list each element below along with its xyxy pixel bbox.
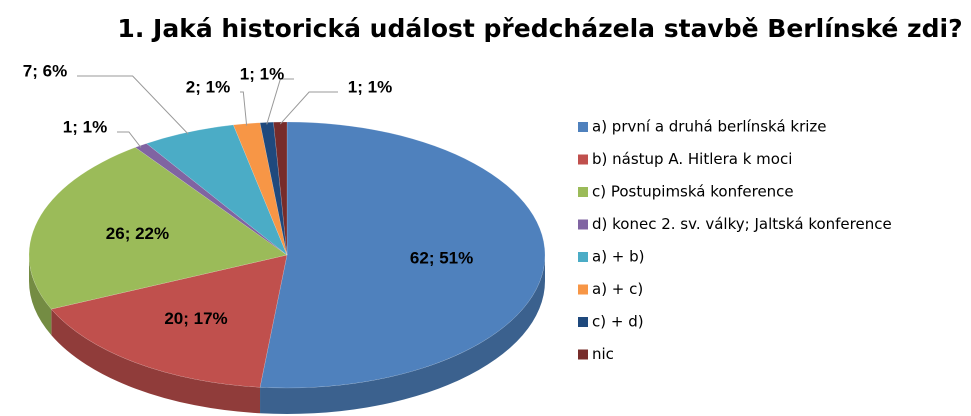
slice (50, 254, 288, 388)
legend-label: c) Postupimská konference (592, 183, 794, 201)
leader-line (240, 91, 248, 126)
legend-label: d) konec 2. sv. války; Jaltská konferenc… (592, 215, 892, 233)
legend-swatch (578, 219, 588, 230)
legend-swatch (578, 122, 588, 132)
leader-line (117, 131, 142, 148)
leader-line (279, 91, 338, 125)
slice (134, 143, 288, 256)
data-label: 2; 1% (186, 77, 230, 96)
slice (259, 121, 546, 389)
data-label: 1; 1% (348, 77, 392, 96)
data-label: 1; 1% (240, 64, 284, 83)
legend-swatch (578, 252, 588, 262)
legend-label: nic (592, 345, 614, 363)
chart-title: 1. Jaká historická událost předcházela s… (117, 14, 962, 43)
slice-side (29, 255, 52, 336)
legend-swatch (578, 317, 588, 327)
data-label: 62; 51% (410, 249, 473, 268)
legend-label: a) + b) (592, 248, 645, 266)
slice (273, 121, 288, 256)
legend-swatch (578, 187, 588, 197)
slice-side (260, 255, 545, 415)
leader-line (77, 75, 189, 135)
slice (145, 124, 288, 256)
legend-swatch (578, 349, 588, 360)
slice (259, 121, 288, 256)
legend-label: c) + d) (592, 313, 644, 331)
legend-label: a) první a druhá berlínská krize (592, 118, 827, 136)
data-label: 7; 6% (23, 61, 67, 80)
legend-swatch (578, 284, 588, 295)
leader-line (266, 78, 294, 125)
legend-swatch (578, 154, 588, 165)
legend-label: a) + c) (592, 280, 643, 298)
data-label: 20; 17% (164, 309, 227, 328)
data-label: 1; 1% (63, 117, 107, 136)
slice-side (51, 309, 261, 414)
slice (28, 147, 288, 310)
legend-label: b) nástup A. Hitlera k moci (592, 150, 792, 168)
data-label: 26; 22% (106, 224, 169, 243)
